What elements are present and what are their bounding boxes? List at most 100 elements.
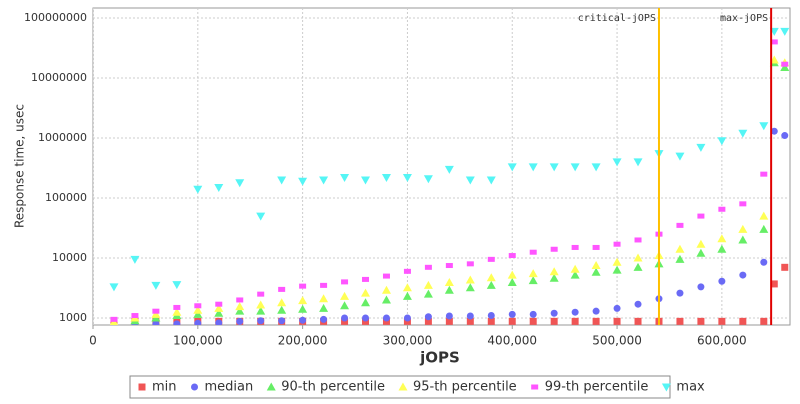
data-point [487, 317, 495, 325]
y-axis-title: Response time, usec [13, 104, 27, 228]
legend-label: max [676, 380, 705, 395]
data-point [257, 317, 265, 325]
data-point [508, 253, 516, 259]
data-point [549, 163, 559, 172]
data-point [403, 268, 411, 274]
data-point [361, 176, 371, 185]
data-point [760, 317, 768, 325]
data-point [214, 308, 224, 317]
data-point [781, 263, 789, 271]
x-tick-label: 500,000 [592, 334, 642, 348]
data-point [402, 173, 412, 182]
data-point [298, 304, 308, 313]
y-tick-label: 1000 [59, 311, 87, 324]
data-point [486, 176, 496, 185]
data-point [487, 256, 495, 262]
y-tick-label: 100000000 [24, 11, 87, 24]
data-point [550, 309, 558, 317]
data-point [235, 306, 245, 315]
x-tick-label: 200,000 [278, 334, 328, 348]
data-point [299, 316, 307, 324]
data-point [780, 62, 790, 71]
data-point [696, 248, 706, 257]
legend-marker [138, 383, 146, 391]
data-point [403, 314, 411, 322]
data-point [256, 212, 266, 221]
data-point [633, 262, 643, 271]
y-tick-label: 10000 [52, 251, 87, 264]
data-point [528, 276, 538, 285]
data-point [362, 314, 370, 322]
data-point [739, 317, 747, 325]
data-point [131, 313, 139, 319]
data-point [738, 129, 748, 138]
legend-marker [398, 382, 408, 391]
data-point [613, 317, 621, 325]
data-point [319, 303, 329, 312]
data-point [781, 61, 789, 67]
data-point [717, 137, 727, 146]
data-point [718, 206, 726, 212]
data-point [382, 314, 390, 322]
data-point [298, 177, 308, 186]
data-point [770, 280, 778, 288]
data-point [697, 213, 705, 219]
data-point [634, 317, 642, 325]
data-point [697, 317, 705, 325]
data-point [172, 307, 182, 316]
data-point [361, 298, 371, 307]
data-point [676, 289, 684, 297]
marker-label: critical-jOPS [578, 13, 656, 24]
data-point [718, 317, 726, 325]
data-point [340, 301, 350, 310]
data-point [341, 279, 349, 285]
data-point [759, 122, 769, 131]
data-point [697, 283, 705, 291]
x-tick-label: 100,000 [173, 334, 223, 348]
data-point [717, 244, 727, 253]
data-point [760, 258, 768, 266]
legend-marker [266, 382, 276, 391]
data-point [507, 278, 517, 287]
data-point [633, 253, 643, 262]
data-point [550, 246, 558, 252]
y-tick-label: 1000000 [38, 131, 87, 144]
legend-label: 90-th percentile [281, 380, 385, 395]
data-point [770, 39, 778, 45]
data-point [423, 280, 433, 289]
data-point [361, 288, 371, 297]
data-point [592, 244, 600, 250]
data-point [299, 283, 307, 289]
marker-label: max-jOPS [720, 13, 768, 24]
data-point [109, 283, 119, 292]
data-point [739, 271, 747, 279]
data-point [256, 306, 266, 315]
data-point [151, 309, 161, 318]
data-point [613, 241, 621, 247]
data-point [151, 281, 161, 290]
data-point [612, 158, 622, 167]
data-point [424, 313, 432, 321]
data-point [528, 163, 538, 172]
data-point [423, 175, 433, 184]
data-point [341, 314, 349, 322]
data-point [257, 291, 265, 297]
data-point [320, 315, 328, 323]
data-point [445, 312, 453, 320]
data-point [675, 244, 685, 253]
data-point [423, 289, 433, 298]
data-point [193, 309, 203, 318]
data-point [570, 270, 580, 279]
data-point [696, 143, 706, 152]
y-tick-label: 100000 [45, 191, 87, 204]
data-point [236, 297, 244, 303]
legend: min median 90-th percentile 95-th percentil… [138, 380, 705, 395]
data-point [381, 295, 391, 304]
data-point [760, 171, 768, 177]
data-point [215, 319, 223, 325]
x-tick-label: 300,000 [383, 334, 433, 348]
data-point [486, 273, 496, 282]
data-point [613, 304, 621, 312]
